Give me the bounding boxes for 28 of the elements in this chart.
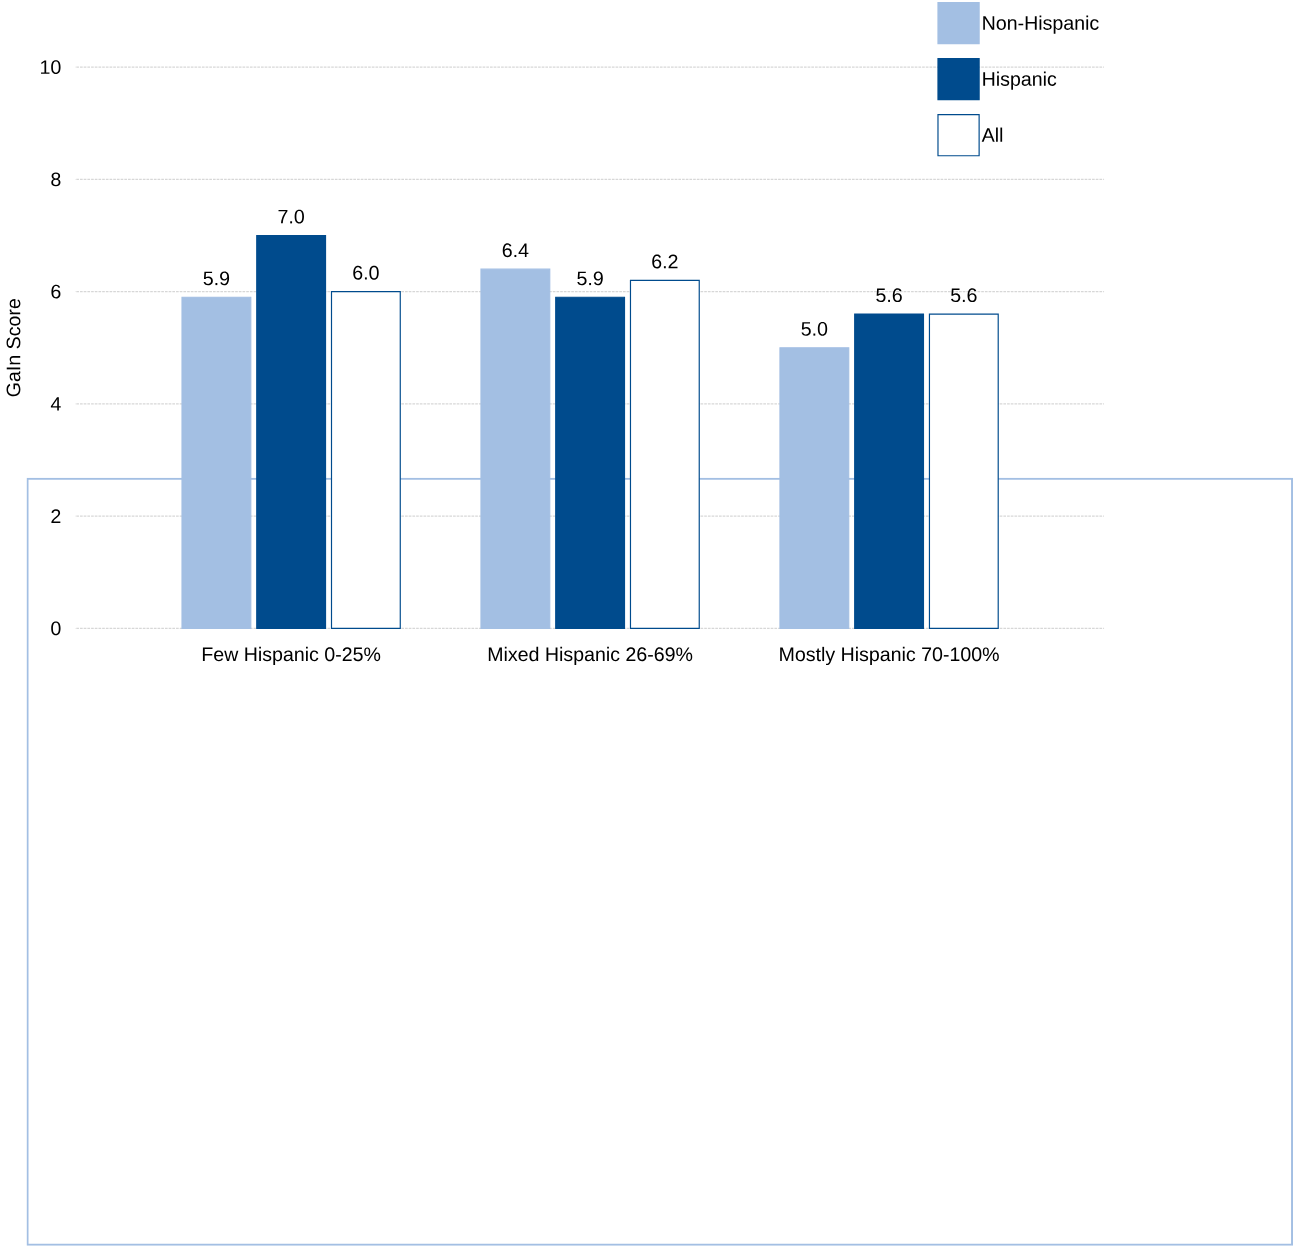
x-tick-label: Few Hispanic 0-25% [202, 646, 381, 666]
y-axis-title: GaIn Score [6, 299, 21, 397]
y-tick-label: 0 [51, 621, 61, 636]
legend-label: Hispanic [983, 71, 1057, 90]
y-tick-label: 2 [51, 509, 61, 524]
data-label: 5.6 [876, 288, 902, 303]
legend-label: All [981, 127, 1003, 142]
y-tick-label: 8 [51, 172, 61, 187]
bar [854, 313, 925, 630]
data-label: 6.2 [652, 254, 678, 269]
x-tick-label: Mixed Hispanic 26-69% [488, 646, 693, 666]
data-label: 5.0 [801, 322, 828, 336]
y-tick-label: 4 [50, 397, 61, 411]
data-label: 5.9 [577, 271, 603, 286]
bar [330, 291, 401, 630]
data-label: 7.0 [278, 209, 304, 224]
data-label: 6.0 [353, 265, 379, 280]
y-tick-label: 6 [51, 284, 61, 299]
data-label: 5.9 [203, 271, 230, 286]
legend-label: Non-Hispanic [983, 15, 1099, 34]
y-tick-label: 10 [41, 60, 61, 75]
bar [555, 296, 626, 630]
bar [629, 279, 700, 630]
data-label: 6.4 [502, 243, 529, 258]
x-tick-label: Mostly Hispanic 70-100% [780, 646, 999, 666]
bar [256, 235, 327, 630]
data-label: 5.6 [951, 288, 977, 303]
bar [928, 313, 999, 630]
